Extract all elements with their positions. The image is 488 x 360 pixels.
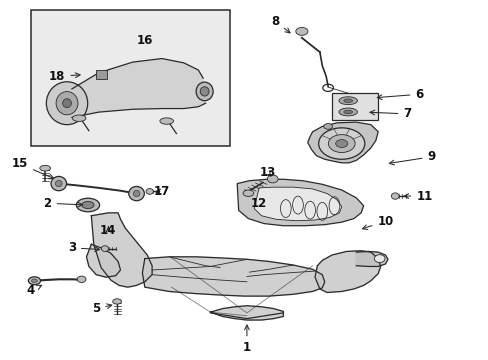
Text: 6: 6 bbox=[377, 88, 423, 101]
Text: 14: 14 bbox=[100, 224, 116, 237]
Ellipse shape bbox=[113, 299, 121, 304]
Ellipse shape bbox=[343, 110, 352, 114]
Text: 11: 11 bbox=[403, 190, 432, 203]
Ellipse shape bbox=[56, 91, 78, 115]
Text: 1: 1 bbox=[243, 325, 250, 354]
Ellipse shape bbox=[72, 115, 86, 121]
Text: 8: 8 bbox=[270, 14, 289, 33]
Ellipse shape bbox=[196, 82, 213, 101]
Polygon shape bbox=[91, 213, 152, 287]
Ellipse shape bbox=[77, 276, 86, 283]
Text: 5: 5 bbox=[92, 302, 112, 315]
Ellipse shape bbox=[128, 186, 144, 201]
Ellipse shape bbox=[101, 246, 108, 251]
Ellipse shape bbox=[133, 190, 140, 197]
Polygon shape bbox=[142, 257, 324, 296]
Text: 2: 2 bbox=[43, 197, 82, 210]
Text: 12: 12 bbox=[250, 197, 266, 210]
Ellipse shape bbox=[76, 198, 100, 212]
Text: 18: 18 bbox=[49, 70, 80, 83]
Polygon shape bbox=[254, 187, 341, 221]
Ellipse shape bbox=[343, 99, 352, 103]
Ellipse shape bbox=[243, 190, 253, 197]
Ellipse shape bbox=[323, 123, 332, 129]
Ellipse shape bbox=[31, 279, 37, 283]
Text: 10: 10 bbox=[362, 215, 393, 230]
Polygon shape bbox=[86, 244, 120, 277]
Polygon shape bbox=[210, 306, 283, 320]
Ellipse shape bbox=[81, 202, 94, 208]
Text: 16: 16 bbox=[136, 34, 153, 47]
Ellipse shape bbox=[328, 135, 354, 153]
Text: 4: 4 bbox=[26, 284, 41, 297]
Bar bbox=[331, 93, 377, 120]
Ellipse shape bbox=[160, 118, 173, 124]
Text: 13: 13 bbox=[259, 166, 275, 179]
Text: 9: 9 bbox=[388, 150, 435, 165]
Polygon shape bbox=[356, 251, 387, 266]
Ellipse shape bbox=[51, 176, 66, 191]
Ellipse shape bbox=[55, 180, 62, 187]
Text: 15: 15 bbox=[12, 157, 54, 179]
Text: 7: 7 bbox=[369, 107, 410, 120]
Text: 3: 3 bbox=[68, 241, 100, 255]
Polygon shape bbox=[72, 59, 205, 117]
Ellipse shape bbox=[338, 97, 357, 105]
Ellipse shape bbox=[335, 140, 347, 148]
Ellipse shape bbox=[62, 99, 71, 108]
Ellipse shape bbox=[200, 87, 208, 96]
Ellipse shape bbox=[338, 108, 357, 116]
Ellipse shape bbox=[373, 255, 384, 262]
Ellipse shape bbox=[40, 165, 50, 171]
Ellipse shape bbox=[390, 193, 398, 199]
Ellipse shape bbox=[146, 189, 153, 194]
Ellipse shape bbox=[46, 82, 87, 125]
Bar bbox=[96, 70, 107, 79]
Ellipse shape bbox=[318, 128, 364, 159]
Bar bbox=[30, 10, 229, 146]
Polygon shape bbox=[307, 122, 377, 163]
Ellipse shape bbox=[295, 27, 307, 35]
Ellipse shape bbox=[267, 175, 278, 183]
Polygon shape bbox=[314, 251, 380, 293]
Polygon shape bbox=[237, 179, 363, 226]
Text: 17: 17 bbox=[153, 185, 170, 198]
Ellipse shape bbox=[28, 277, 41, 285]
